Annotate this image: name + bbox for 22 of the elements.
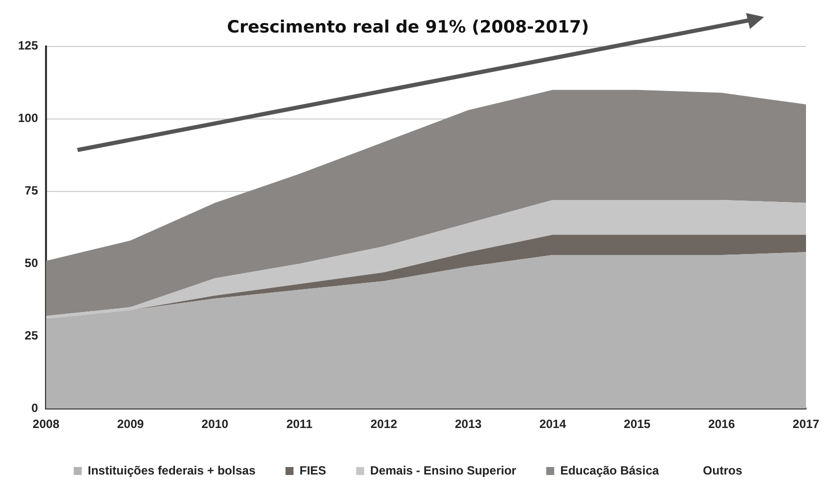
x-tick-label: 2013 bbox=[454, 417, 482, 432]
legend-label: Demais - Ensino Superior bbox=[370, 463, 517, 478]
chart-title: Crescimento real de 91% (2008-2017) bbox=[226, 18, 590, 38]
x-tick-label: 2015 bbox=[624, 417, 651, 432]
y-tick-label: 0 bbox=[31, 400, 38, 415]
legend-label: Instituições federais + bolsas bbox=[88, 463, 256, 478]
y-tick-label: 50 bbox=[24, 256, 38, 270]
y-tick-label: 75 bbox=[24, 184, 38, 198]
y-tick-label: 125 bbox=[18, 38, 38, 53]
text: Outros bbox=[702, 463, 743, 478]
y-tick-label: 25 bbox=[24, 328, 38, 342]
legend-label: Educação Básica bbox=[560, 463, 660, 478]
x-tick-label: 2009 bbox=[117, 417, 144, 432]
x-tick-label: 2008 bbox=[32, 417, 60, 432]
y-tick-label: 100 bbox=[18, 111, 38, 126]
legend-label: FIES bbox=[299, 463, 326, 478]
x-tick-label: 2016 bbox=[708, 417, 736, 432]
x-tick-label: 2014 bbox=[539, 417, 566, 432]
x-tick-label: 2011 bbox=[286, 417, 313, 432]
x-tick-label: 2017 bbox=[792, 417, 820, 432]
x-tick-label: 2010 bbox=[202, 417, 229, 432]
x-tick-label: 2012 bbox=[370, 417, 398, 432]
